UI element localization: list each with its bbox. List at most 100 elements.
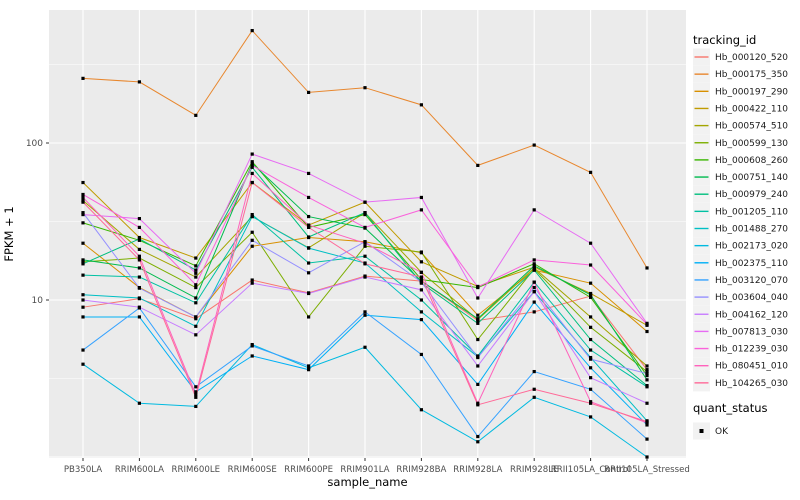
data-point xyxy=(476,440,480,444)
data-point xyxy=(419,103,423,107)
data-point xyxy=(532,143,536,147)
data-point xyxy=(194,324,198,328)
data-point xyxy=(250,165,254,169)
data-point xyxy=(250,161,254,166)
data-point xyxy=(589,348,593,352)
data-point xyxy=(419,310,423,314)
data-point xyxy=(476,317,480,321)
data-point xyxy=(194,404,198,409)
data-point xyxy=(363,86,367,90)
data-point xyxy=(250,278,254,282)
data-point xyxy=(137,225,141,230)
data-point xyxy=(476,313,480,317)
data-point xyxy=(81,198,85,203)
data-point xyxy=(81,260,85,264)
data-point xyxy=(589,263,593,267)
data-point xyxy=(645,455,649,459)
data-point xyxy=(194,256,198,260)
x-tick-label: RRIM928LE xyxy=(510,465,559,475)
data-point xyxy=(307,364,311,368)
data-point xyxy=(645,266,649,270)
data-point xyxy=(589,401,593,405)
data-point xyxy=(250,238,254,242)
data-point xyxy=(532,310,536,314)
data-point xyxy=(589,355,593,360)
data-point xyxy=(419,318,423,322)
legend-label: Hb_000599_130 xyxy=(715,139,788,149)
data-point xyxy=(81,221,85,225)
data-point xyxy=(250,171,254,176)
data-point xyxy=(645,437,649,441)
legend-label: Hb_000175_350 xyxy=(715,70,788,80)
data-point xyxy=(532,369,536,374)
legend-label: Hb_001205_110 xyxy=(715,207,788,217)
legend-label: Hb_000197_290 xyxy=(715,87,788,97)
legend-label: Hb_002173_020 xyxy=(715,242,788,252)
data-point xyxy=(137,305,141,309)
legend-label: Hb_003120_070 xyxy=(715,276,788,286)
data-point xyxy=(194,301,198,305)
data-point xyxy=(476,364,480,368)
data-point xyxy=(250,354,254,358)
x-tick-label: RRII105LA_Control xyxy=(551,465,631,475)
data-point xyxy=(307,246,311,250)
data-point xyxy=(589,281,593,285)
data-point xyxy=(589,366,593,370)
y-tick-label: 100 xyxy=(26,139,43,149)
data-point xyxy=(137,275,141,279)
data-point xyxy=(307,214,311,219)
data-point xyxy=(307,291,311,296)
data-point xyxy=(81,180,85,185)
data-point xyxy=(194,390,198,394)
data-point xyxy=(194,317,198,321)
data-point xyxy=(250,152,254,156)
x-tick-label: RRIM600LE xyxy=(172,465,221,475)
data-point xyxy=(589,415,593,419)
data-point xyxy=(81,211,85,215)
data-point xyxy=(137,266,141,270)
data-point xyxy=(589,376,593,380)
data-point xyxy=(137,401,141,405)
data-point xyxy=(194,275,198,279)
legend-label: Hb_104265_030 xyxy=(715,379,788,389)
data-point xyxy=(81,262,85,266)
data-point xyxy=(363,244,367,248)
x-tick-label: RRIM928LA xyxy=(453,465,502,475)
data-point xyxy=(419,270,423,274)
legend-label: Hb_000979_240 xyxy=(715,190,788,200)
data-point xyxy=(81,76,85,80)
data-point xyxy=(419,298,423,302)
data-point xyxy=(645,378,649,382)
data-point xyxy=(81,195,85,200)
data-point xyxy=(307,261,311,265)
data-point xyxy=(194,113,198,117)
data-point xyxy=(589,357,593,361)
data-point xyxy=(250,180,254,185)
data-point xyxy=(137,247,141,252)
data-point xyxy=(250,230,254,234)
data-point xyxy=(532,395,536,399)
x-tick-label: PB350LA xyxy=(64,465,102,475)
data-point xyxy=(419,352,423,357)
data-point xyxy=(137,80,141,84)
legend-label: Hb_000574_510 xyxy=(715,122,788,132)
data-point xyxy=(532,300,536,304)
data-point xyxy=(307,235,311,239)
data-point xyxy=(250,160,254,164)
data-point xyxy=(532,258,536,262)
data-point xyxy=(307,271,311,275)
x-tick-label: RRIM928BA xyxy=(396,465,446,475)
data-point xyxy=(532,280,536,284)
data-point xyxy=(476,321,480,325)
data-point xyxy=(137,237,141,241)
data-point xyxy=(589,241,593,245)
data-point xyxy=(363,275,367,279)
data-point xyxy=(589,325,593,329)
data-point xyxy=(419,280,423,284)
data-point xyxy=(250,212,254,217)
data-point xyxy=(532,264,536,268)
data-point xyxy=(307,315,311,319)
data-point xyxy=(250,244,254,248)
data-point xyxy=(81,273,85,277)
